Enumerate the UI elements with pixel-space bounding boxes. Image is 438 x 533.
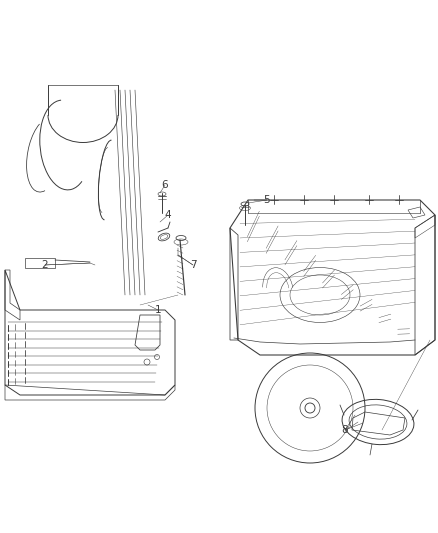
- Text: 7: 7: [190, 260, 196, 270]
- Text: 2: 2: [42, 260, 48, 270]
- Text: 1: 1: [155, 305, 161, 315]
- Text: 6: 6: [162, 180, 168, 190]
- Text: 4: 4: [165, 210, 171, 220]
- Text: 8: 8: [342, 425, 348, 435]
- Text: 5: 5: [264, 195, 270, 205]
